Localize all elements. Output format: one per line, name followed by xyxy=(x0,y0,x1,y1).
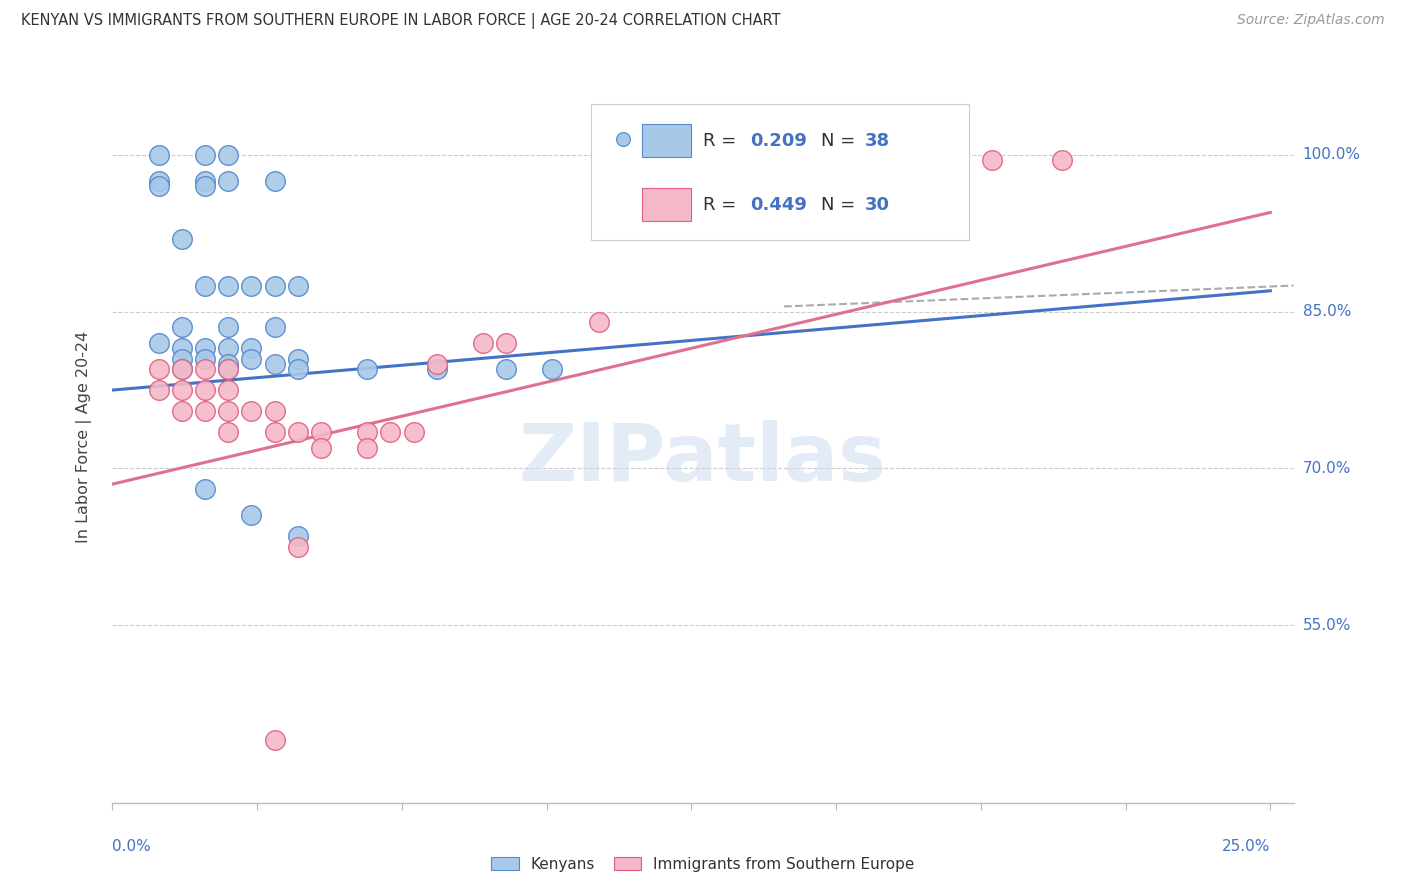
Point xyxy=(217,341,239,355)
Y-axis label: In Labor Force | Age 20-24: In Labor Force | Age 20-24 xyxy=(76,331,91,543)
Point xyxy=(287,278,309,293)
Point xyxy=(148,336,170,351)
Point xyxy=(588,315,610,329)
Point xyxy=(402,425,425,439)
Point xyxy=(170,362,193,376)
Text: 0.449: 0.449 xyxy=(751,196,807,214)
Point xyxy=(148,179,170,194)
Text: ZIPatlas: ZIPatlas xyxy=(519,420,887,498)
Point xyxy=(194,341,217,355)
Text: 85.0%: 85.0% xyxy=(1303,304,1351,319)
Point xyxy=(287,540,309,554)
Text: N =: N = xyxy=(821,132,860,150)
Point xyxy=(170,404,193,418)
Point xyxy=(194,351,217,366)
Point xyxy=(240,341,263,355)
Point xyxy=(472,336,495,351)
Point xyxy=(217,320,239,334)
Point xyxy=(240,508,263,523)
Point xyxy=(309,425,332,439)
Point xyxy=(426,357,449,371)
Point xyxy=(287,351,309,366)
Point xyxy=(263,278,285,293)
Point xyxy=(263,357,285,371)
Text: 0.209: 0.209 xyxy=(751,132,807,150)
Point xyxy=(217,362,239,376)
Text: Source: ZipAtlas.com: Source: ZipAtlas.com xyxy=(1237,13,1385,28)
Point xyxy=(380,425,402,439)
Point xyxy=(148,362,170,376)
Point xyxy=(309,441,332,455)
Point xyxy=(217,174,239,188)
Point xyxy=(287,425,309,439)
FancyBboxPatch shape xyxy=(641,188,692,221)
Point xyxy=(217,404,239,418)
Point xyxy=(356,362,378,376)
FancyBboxPatch shape xyxy=(591,104,969,240)
FancyBboxPatch shape xyxy=(641,124,692,157)
Point xyxy=(217,425,239,439)
Text: 55.0%: 55.0% xyxy=(1303,617,1351,632)
Text: 100.0%: 100.0% xyxy=(1303,147,1361,162)
Point xyxy=(426,362,449,376)
Point xyxy=(217,362,239,376)
Point xyxy=(1050,153,1073,168)
Point xyxy=(263,404,285,418)
Point xyxy=(240,278,263,293)
Point xyxy=(981,153,1004,168)
Point xyxy=(263,320,285,334)
Text: 25.0%: 25.0% xyxy=(1222,839,1271,855)
Point xyxy=(170,341,193,355)
Point xyxy=(495,362,517,376)
Point xyxy=(356,425,378,439)
Point xyxy=(287,362,309,376)
Point xyxy=(217,383,239,397)
Point xyxy=(240,404,263,418)
Point xyxy=(170,362,193,376)
Point xyxy=(356,441,378,455)
Text: 70.0%: 70.0% xyxy=(1303,461,1351,476)
Text: R =: R = xyxy=(703,196,742,214)
Point xyxy=(194,179,217,194)
Point xyxy=(194,278,217,293)
Point xyxy=(217,357,239,371)
Point xyxy=(263,425,285,439)
Point xyxy=(541,362,564,376)
Text: 0.0%: 0.0% xyxy=(112,839,152,855)
Point xyxy=(263,174,285,188)
Text: KENYAN VS IMMIGRANTS FROM SOUTHERN EUROPE IN LABOR FORCE | AGE 20-24 CORRELATION: KENYAN VS IMMIGRANTS FROM SOUTHERN EUROP… xyxy=(21,13,780,29)
Point xyxy=(148,148,170,162)
Point xyxy=(240,351,263,366)
Point xyxy=(170,320,193,334)
Point xyxy=(148,383,170,397)
Text: 30: 30 xyxy=(865,196,890,214)
Point xyxy=(287,529,309,543)
Point xyxy=(194,383,217,397)
Point xyxy=(194,483,217,497)
Point xyxy=(194,174,217,188)
Point xyxy=(495,336,517,351)
Point xyxy=(170,231,193,245)
Point xyxy=(194,404,217,418)
Point xyxy=(148,174,170,188)
Text: N =: N = xyxy=(821,196,860,214)
Point xyxy=(170,383,193,397)
Text: R =: R = xyxy=(703,132,742,150)
Legend: Kenyans, Immigrants from Southern Europe: Kenyans, Immigrants from Southern Europe xyxy=(484,849,922,880)
Point xyxy=(194,148,217,162)
Point xyxy=(217,148,239,162)
Text: 38: 38 xyxy=(865,132,890,150)
Point xyxy=(170,351,193,366)
Point xyxy=(194,362,217,376)
Point xyxy=(217,278,239,293)
Point xyxy=(263,733,285,747)
